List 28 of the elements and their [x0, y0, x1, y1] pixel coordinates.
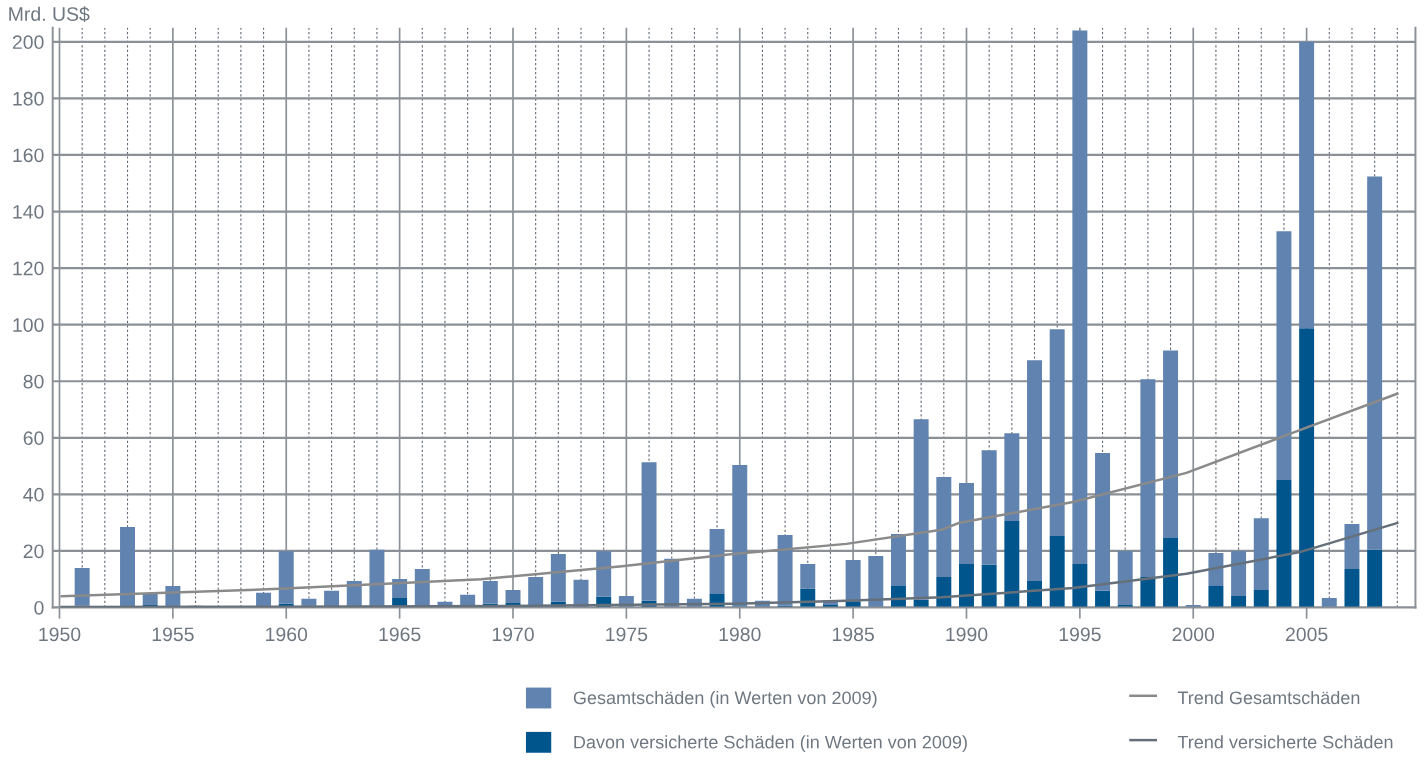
x-tick-label: 1995 [1059, 627, 1101, 642]
y-tick-label: 200 [12, 35, 44, 50]
legend-label: Trend versicherte Schäden [1177, 735, 1393, 749]
x-tick-label: 2005 [1285, 627, 1328, 642]
x-tick-label: 2000 [1172, 627, 1215, 642]
x-tick-label: 1950 [39, 627, 81, 642]
y-tick-label: 180 [13, 91, 44, 106]
x-tick-label: 1970 [492, 627, 534, 642]
legend-label: Gesamtschäden (in Werten von 2009) [573, 690, 877, 708]
x-tick-label: 1955 [152, 627, 194, 642]
x-tick-label: 1985 [832, 627, 874, 642]
y-tick-label: 100 [13, 318, 44, 332]
legend-label: Davon versicherte Schäden (in Werten von 2009) [574, 735, 967, 753]
y-tick-label: 0 [34, 600, 44, 615]
x-tick-label: 1975 [606, 627, 648, 642]
x-tick-label: 1990 [946, 627, 988, 642]
y-tick-label: 80 [23, 374, 44, 389]
legend-label: Trend Gesamtschäden [1177, 690, 1360, 705]
x-tick-label: 1980 [719, 627, 761, 642]
y-tick-label: 20 [23, 544, 44, 559]
x-tick-label: 1965 [379, 627, 421, 642]
y-tick-label: 140 [13, 205, 44, 219]
y-tick-label: 60 [23, 431, 44, 446]
x-tick-label: 1960 [266, 627, 308, 642]
y-tick-label: 40 [23, 487, 44, 502]
y-tick-label: 120 [13, 261, 44, 276]
y-tick-label: 160 [13, 148, 44, 163]
y-axis-title: Mrd. US$ [9, 6, 90, 23]
